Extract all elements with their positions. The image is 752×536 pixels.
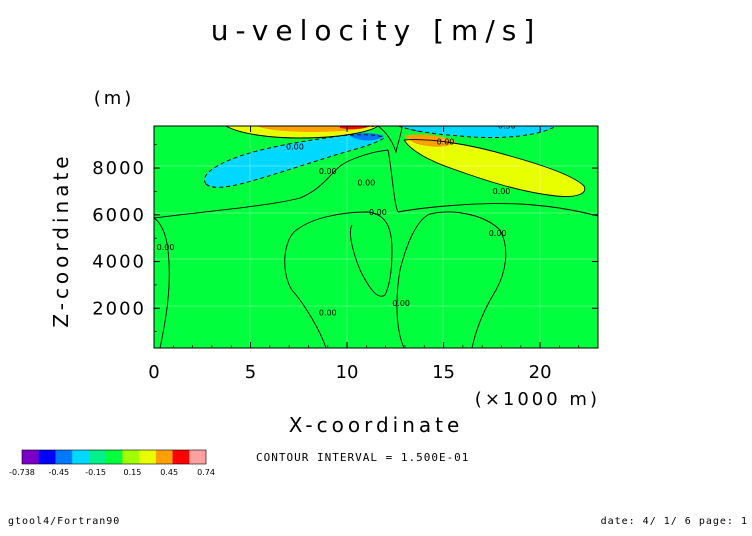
contour-label: 0.00 (357, 179, 375, 188)
chart-title: u-velocity [m/s] (211, 14, 542, 47)
contour-interval: CONTOUR INTERVAL = 1.500E-01 (256, 451, 469, 464)
plot-area: 0.00 0.00 0.00 -0.30 0.00 0.00 -0.30 0.00 0.00 0.… (154, 120, 598, 348)
field-region-yellow (404, 139, 585, 197)
y-tick-label: 6000 (92, 205, 146, 226)
x-axis-label: X-coordinate (289, 413, 464, 437)
colorbar-swatch (38, 450, 56, 464)
colorbar-tick-label: 0.15 (123, 468, 141, 477)
contour-top-center (377, 126, 403, 154)
x-axis: 0 5 10 15 20 (148, 126, 599, 383)
contour-label: 0.00 (437, 138, 455, 147)
x-tick-label: 5 (245, 362, 256, 383)
contour-label: 0.00 (493, 187, 511, 196)
x-axis-unit: (×1000 m) (475, 389, 600, 410)
contour-neg-left (204, 134, 385, 185)
contour-label: -0.30 (495, 121, 516, 130)
contour-label: 0.00 (489, 229, 507, 238)
x-tick-label: 0 (148, 362, 159, 383)
field-region-top-cyan (398, 126, 556, 138)
field-region-cyan (204, 134, 384, 188)
x-tick-label: 15 (432, 362, 455, 383)
contour-label: 0.00 (157, 243, 175, 252)
footer-right: date: 4/ 1/ 6 page: 1 (601, 516, 748, 527)
contour-zero-left-edge (154, 217, 170, 348)
y-axis-label: Z-coordinate (49, 152, 73, 327)
contour-zero-vertical (387, 149, 399, 213)
grid (154, 126, 598, 348)
colorbar-swatch (139, 450, 157, 464)
colorbar-frame (21, 449, 207, 465)
contour-label: 0.00 (319, 308, 337, 317)
colorbar-swatch (22, 450, 40, 464)
colorbar: -0.738 -0.45 -0.15 0.15 0.45 0.74 (9, 449, 215, 477)
footer-left: gtool4/Fortran90 (8, 516, 120, 527)
x-tick-label: 10 (336, 362, 359, 383)
contour-label: -0.30 (360, 120, 381, 129)
colorbar-swatch (172, 450, 190, 464)
contour-top-left (225, 126, 379, 139)
contour-zero-right (397, 203, 598, 217)
colorbar-swatch (189, 450, 207, 464)
colorbar-swatch (72, 450, 90, 464)
plot-frame (153, 125, 599, 349)
colorbar-tick-label: -0.738 (9, 468, 35, 477)
y-axis: 2000 4000 6000 8000 (92, 144, 598, 332)
y-axis-unit: (m) (94, 88, 135, 109)
y-tick-label: 4000 (92, 252, 146, 273)
contour-labels: 0.00 0.00 0.00 -0.30 0.00 0.00 -0.30 0.00 0.00 0.… (157, 120, 516, 317)
contour-label: 0.00 (319, 167, 337, 176)
colorbar-tick-label: 0.74 (197, 468, 215, 477)
contour-label: 0.00 (286, 142, 304, 151)
colorbar-swatch (55, 450, 73, 464)
contour-zero-arch-left (284, 211, 393, 348)
colorbar-tick-label: -0.45 (48, 468, 69, 477)
field-region-green (154, 126, 598, 348)
colorbar-swatch (155, 450, 173, 464)
contour-zero-arch-right (396, 211, 507, 348)
y-tick-label: 2000 (92, 298, 146, 319)
colorbar-swatch (105, 450, 123, 464)
colorbar-swatch (88, 450, 106, 464)
contour-neg-left-lower (205, 137, 385, 188)
contour-zero-inner (349, 224, 386, 297)
colorbar-swatch (122, 450, 140, 464)
contour-pos-right (403, 139, 586, 197)
contour-lines (154, 126, 598, 348)
x-tick-label: 20 (529, 362, 552, 383)
contour-label: 0.00 (369, 208, 387, 217)
contour-label: 0.00 (392, 299, 410, 308)
colorbar-tick-label: -0.15 (85, 468, 106, 477)
contour-zero-left (154, 149, 389, 219)
colorbar-tick-label: 0.45 (160, 468, 178, 477)
contour-top-right (397, 126, 557, 138)
y-tick-label: 8000 (92, 158, 146, 179)
